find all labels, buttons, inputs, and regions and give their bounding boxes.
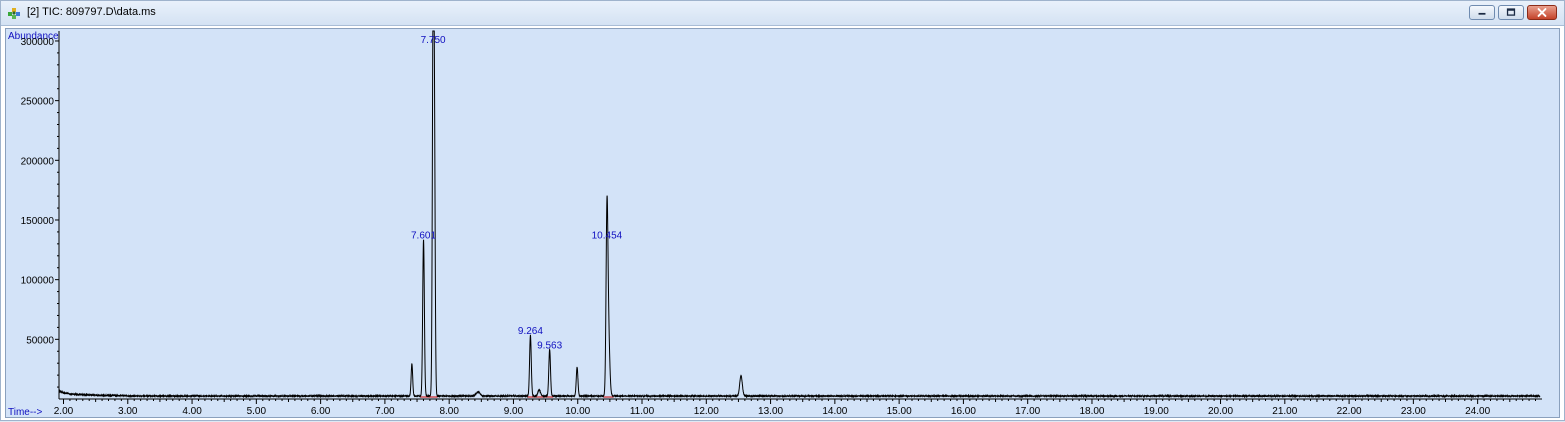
peak-label: 9.563 bbox=[537, 340, 562, 351]
x-tick-label: 11.00 bbox=[630, 406, 655, 417]
y-tick-label: 50000 bbox=[26, 335, 54, 346]
x-tick-label: 22.00 bbox=[1337, 406, 1362, 417]
x-tick-label: 14.00 bbox=[822, 406, 847, 417]
y-axis-label: Abundance bbox=[8, 31, 59, 42]
x-tick-label: 6.00 bbox=[311, 406, 331, 417]
minimize-icon bbox=[1478, 12, 1486, 15]
y-tick-label: 300000 bbox=[21, 37, 55, 48]
x-tick-label: 19.00 bbox=[1144, 406, 1169, 417]
x-tick-label: 4.00 bbox=[182, 406, 202, 417]
x-tick-label: 13.00 bbox=[758, 406, 783, 417]
tic-trace bbox=[58, 30, 1541, 399]
x-tick-label: 9.00 bbox=[504, 406, 524, 417]
x-tick-label: 16.00 bbox=[951, 406, 976, 417]
y-axis: 50000 100000 150000 200000 250000 300000 bbox=[21, 37, 59, 388]
x-tick-label: 5.00 bbox=[247, 406, 267, 417]
x-tick-label: 17.00 bbox=[1015, 406, 1040, 417]
y-tick-label: 200000 bbox=[21, 156, 55, 167]
x-tick-label: 7.00 bbox=[375, 406, 395, 417]
x-tick-label: 24.00 bbox=[1465, 406, 1490, 417]
close-icon bbox=[1537, 8, 1547, 17]
minimize-button[interactable] bbox=[1469, 5, 1495, 20]
x-tick-label: 18.00 bbox=[1079, 406, 1104, 417]
axis-frame bbox=[58, 31, 1542, 400]
peak-label: 7.750 bbox=[421, 35, 446, 46]
x-tick-label: 3.00 bbox=[118, 406, 138, 417]
peak-labels: 7.601 7.750 9.264 9.563 10.454 bbox=[411, 35, 623, 351]
x-tick-label: 15.00 bbox=[887, 406, 912, 417]
chromatogram-chart: Abundance Time--> 50000 100000 150000 20000… bbox=[8, 30, 1542, 418]
x-tick-label: 21.00 bbox=[1272, 406, 1297, 417]
x-tick-label: 20.00 bbox=[1208, 406, 1233, 417]
x-axis-label: Time--> bbox=[8, 407, 43, 417]
plot-area[interactable]: Abundance Time--> 50000 100000 150000 20000… bbox=[5, 28, 1560, 418]
title-bar[interactable]: [2] TIC: 809797.D\data.ms bbox=[1, 1, 1564, 26]
x-tick-label: 10.00 bbox=[565, 406, 590, 417]
app-icon bbox=[8, 8, 20, 19]
y-tick-label: 250000 bbox=[21, 97, 55, 108]
peak-label: 7.601 bbox=[411, 231, 436, 242]
peak-label: 10.454 bbox=[592, 231, 623, 242]
peak-label: 9.264 bbox=[518, 326, 543, 337]
x-tick-label: 8.00 bbox=[439, 406, 459, 417]
maximize-button[interactable] bbox=[1498, 5, 1524, 20]
close-button[interactable] bbox=[1527, 5, 1557, 20]
x-tick-label: 23.00 bbox=[1401, 406, 1426, 417]
maximize-icon bbox=[1506, 8, 1516, 16]
x-tick-label: 12.00 bbox=[694, 406, 719, 417]
x-axis: 2.00 3.00 4.00 5.00 6.00 7.00 8.00 9.00 10.00 11.… bbox=[54, 399, 1537, 417]
y-tick-label: 150000 bbox=[21, 216, 55, 227]
x-tick-label: 2.00 bbox=[54, 406, 74, 417]
window-title: [2] TIC: 809797.D\data.ms bbox=[27, 6, 156, 18]
y-tick-label: 100000 bbox=[21, 276, 55, 287]
